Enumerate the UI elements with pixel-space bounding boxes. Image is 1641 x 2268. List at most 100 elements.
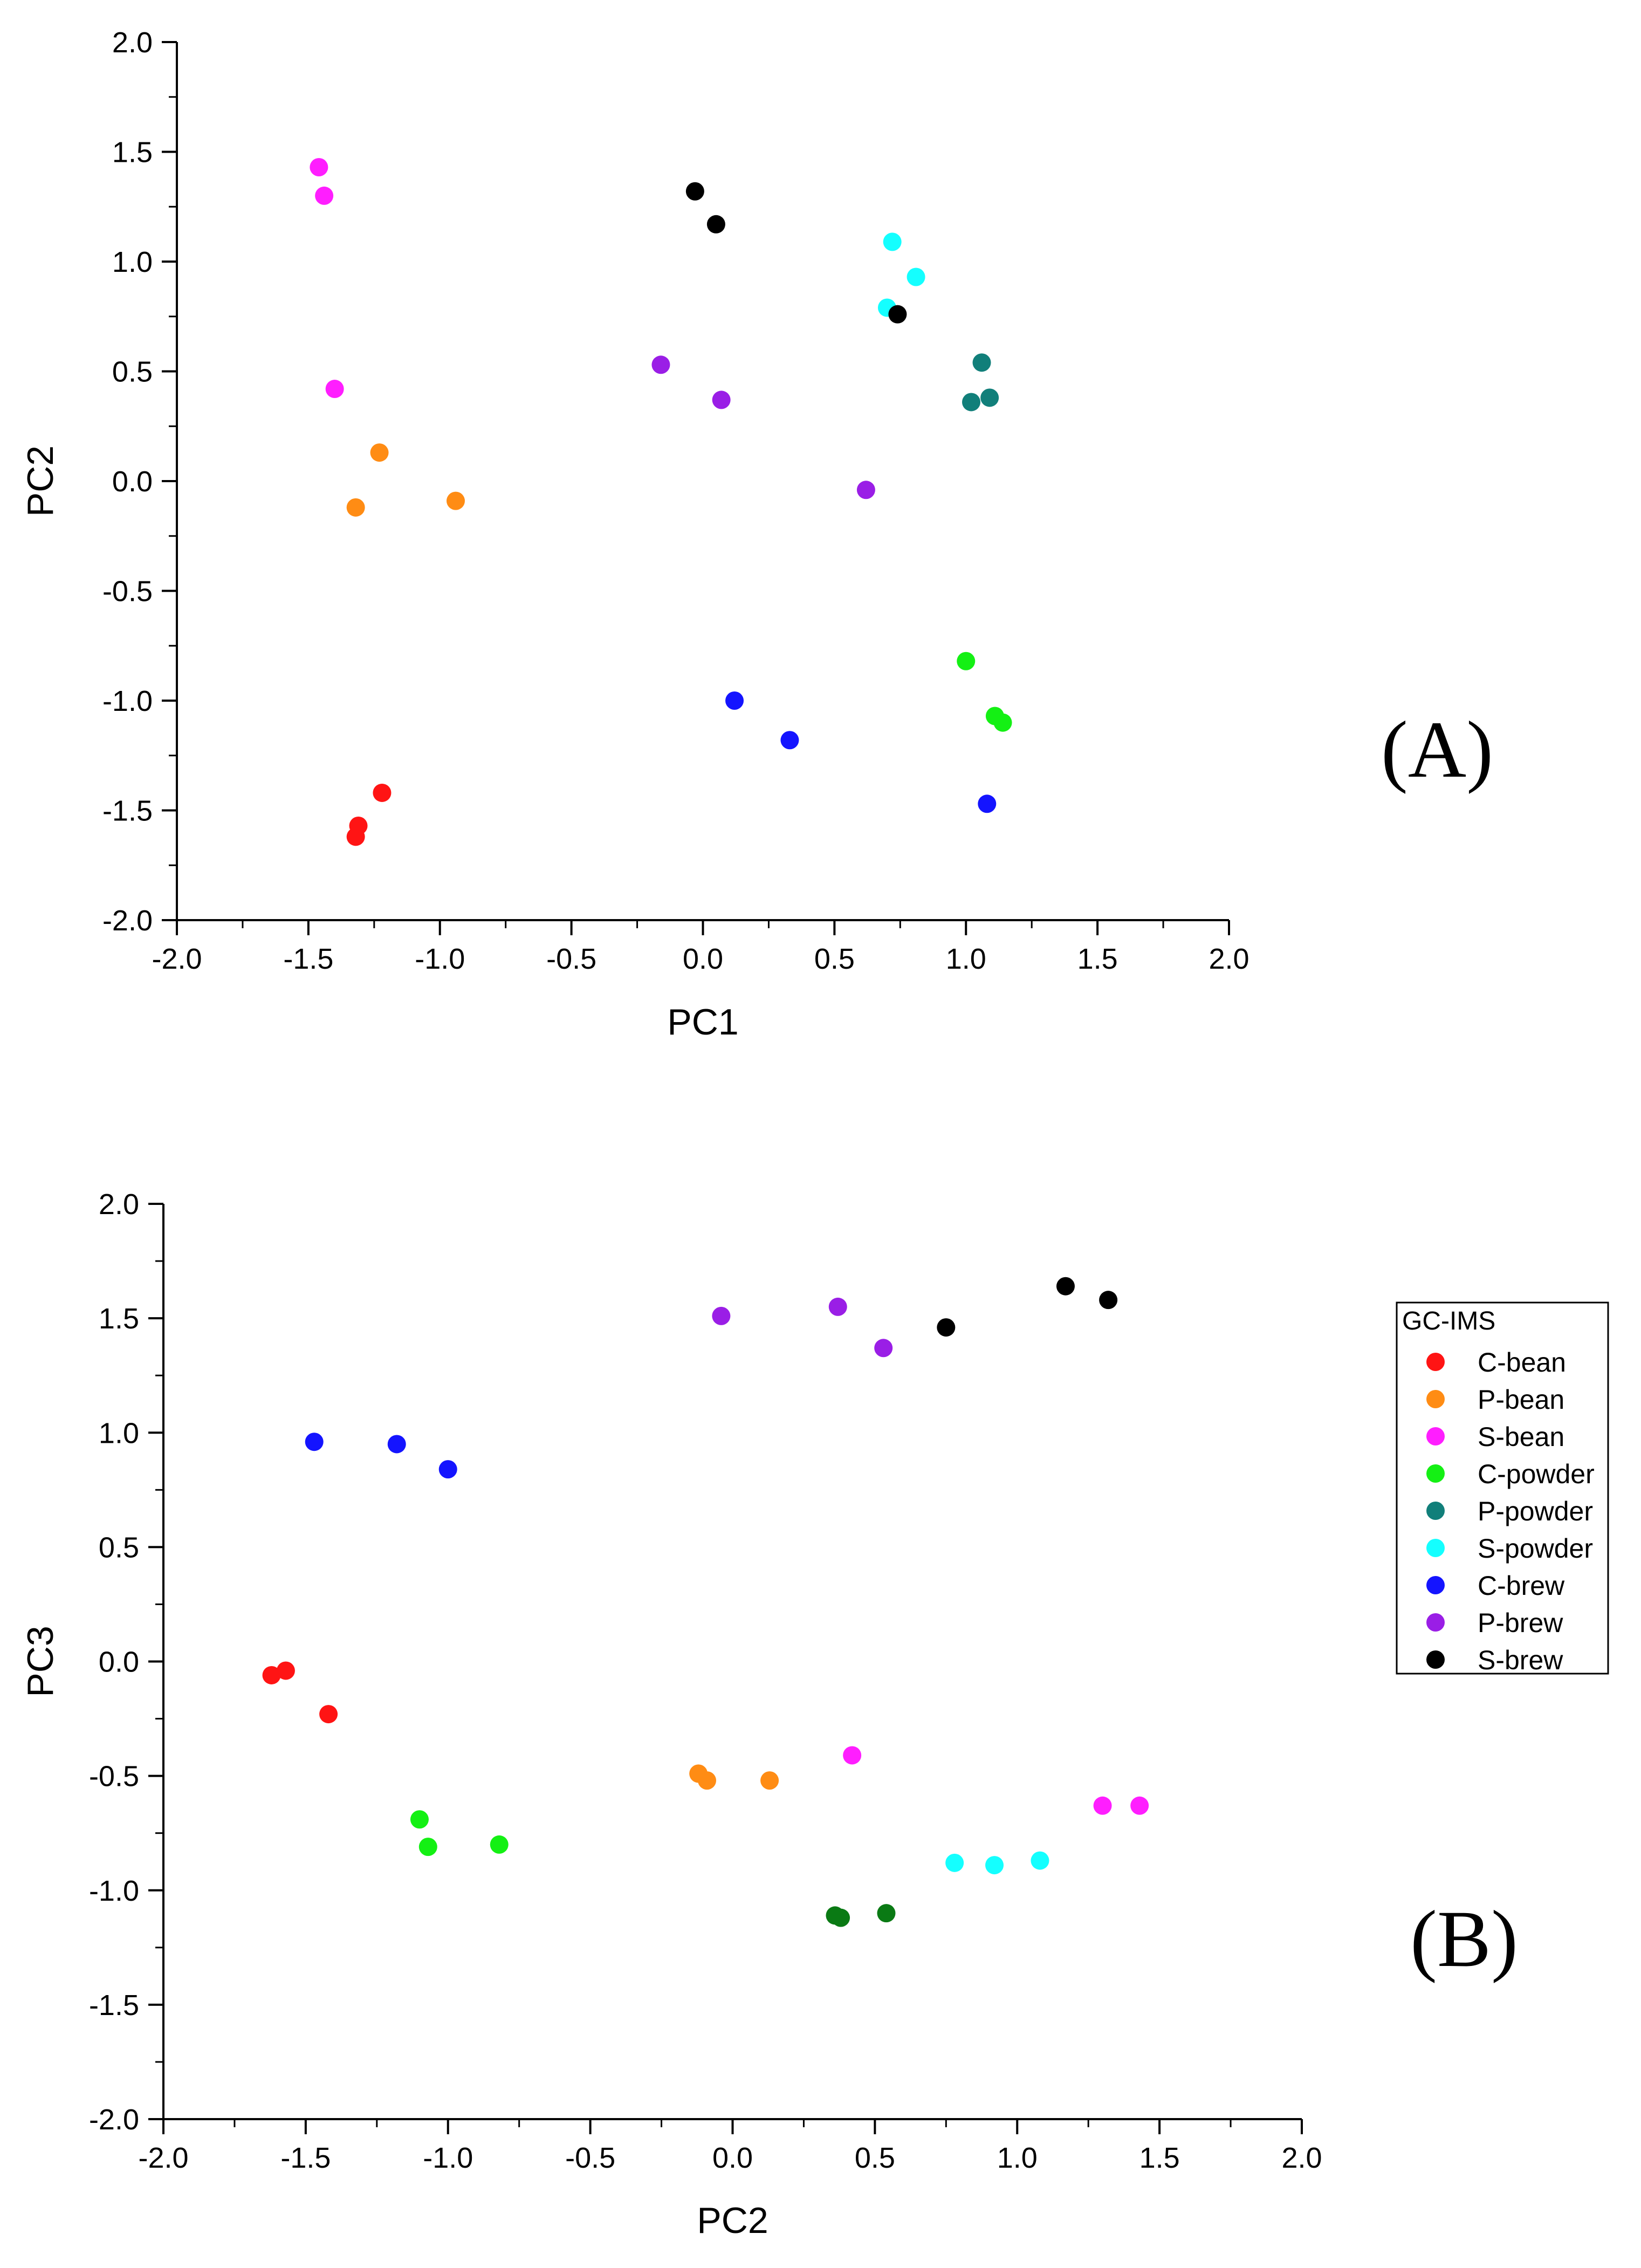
legend-marker-s-bean (1426, 1427, 1445, 1445)
panel-b-point-c-brew (438, 1460, 457, 1479)
panel-a-point-s-powder (883, 232, 902, 251)
legend-item-p-bean: P-bean (1426, 1385, 1564, 1415)
legend-marker-p-brew (1426, 1613, 1445, 1632)
panel-b-point-c-bean (262, 1666, 281, 1684)
panel-a-x-axis-title: PC1 (667, 1002, 738, 1043)
panel-b-pca-pc2-pc3: -2.0 -1.5 -1.0 -0.5 0.0 0.5 1.0 1.5 2.0 2.0 1.5 1.0… (20, 1188, 1518, 2241)
legend-item-s-powder: S-powder (1426, 1533, 1593, 1564)
panel-b-point-p-brew (712, 1306, 731, 1325)
panel-b-point-s-brew (1099, 1291, 1118, 1310)
panel-a-x-tick-label: 0.5 (814, 943, 855, 975)
panel-a-point-s-powder (907, 268, 925, 286)
panel-a-point-p-powder (962, 393, 981, 412)
panel-b-point-c-powder (410, 1810, 429, 1829)
panel-b-point-p-powder (832, 1908, 850, 1927)
panel-a-point-c-powder (957, 652, 976, 670)
panel-b-y-tick-label: 0.5 (99, 1531, 139, 1564)
panel-b-x-tick-label: 1.0 (997, 2142, 1038, 2174)
panel-b-point-p-brew (874, 1339, 893, 1358)
legend-item-c-bean: C-bean (1426, 1347, 1566, 1378)
panel-b-point-c-bean (276, 1661, 295, 1680)
panel-a-x-tick-label: 1.5 (1077, 943, 1118, 975)
panel-a-pca-pc1-pc2: -2.0 -1.5 -1.0 -0.5 0.0 0.5 1.0 1.5 2.0 2.0 1.5 1.0… (20, 26, 1493, 1043)
legend-label: S-brew (1478, 1645, 1563, 1675)
panel-a-point-c-brew (725, 691, 744, 710)
panel-b-x-axis-title: PC2 (697, 2200, 768, 2241)
panel-b-x-tick-label: -1.0 (423, 2142, 473, 2174)
panel-a-point-s-bean (315, 186, 334, 205)
legend-marker-c-brew (1426, 1576, 1445, 1594)
legend-label: S-bean (1478, 1422, 1564, 1452)
panel-a-y-tick-label: 1.5 (112, 136, 153, 169)
panel-a-point-p-powder (972, 353, 991, 372)
panel-a-x-tick-label: 1.0 (946, 943, 986, 975)
panel-b-x-tick-label: 2.0 (1281, 2142, 1322, 2174)
panel-b-point-s-powder (985, 1856, 1004, 1875)
panel-b-y-tick-label: 1.0 (99, 1417, 139, 1449)
panel-a-x-tick-label: -2.0 (152, 943, 202, 975)
legend-item-p-powder: P-powder (1426, 1496, 1593, 1526)
panel-a-y-tick-label: -2.0 (102, 905, 153, 937)
panel-a-axes (162, 41, 1230, 935)
panel-a-y-tick-label: 0.5 (112, 356, 153, 388)
panel-b-point-s-brew (1056, 1277, 1075, 1296)
legend-marker-p-powder (1426, 1502, 1445, 1520)
panel-a-point-p-bean (370, 443, 389, 462)
legend: GC-IMS C-bean P-bean S-bean C-powder P-powde… (1396, 1301, 1609, 1675)
panel-b-point-s-brew (937, 1318, 956, 1337)
panel-b-x-tick-label: 0.0 (712, 2142, 753, 2174)
panel-b-points (262, 1277, 1149, 1927)
panel-a-y-axis-title: PC2 (20, 446, 61, 517)
legend-label: C-bean (1478, 1347, 1566, 1378)
panel-a-x-tick-label: -1.5 (283, 943, 333, 975)
panel-b-y-tick-label: -1.0 (89, 1875, 139, 1907)
panel-a-y-tick-label: 0.0 (112, 465, 153, 498)
panel-b-y-tick-label: -2.0 (89, 2103, 139, 2136)
legend-entries: C-bean P-bean S-bean C-powder P-powder S-powd… (1426, 1347, 1595, 1675)
panel-a-x-tick-label: -1.0 (415, 943, 465, 975)
panel-b-point-s-bean (843, 1746, 862, 1765)
panel-b-point-s-bean (1130, 1796, 1149, 1815)
panel-a-point-p-powder (980, 388, 999, 407)
panel-b-y-tick-label: -0.5 (89, 1760, 139, 1793)
panel-b-y-axis-title: PC3 (20, 1626, 61, 1697)
legend-item-c-powder: C-powder (1426, 1459, 1595, 1489)
panel-a-y-tick-label: -1.5 (102, 795, 153, 827)
panel-b-point-c-bean (319, 1705, 338, 1724)
panel-b-point-p-brew (828, 1297, 847, 1316)
panel-a-point-p-brew (712, 390, 731, 409)
panel-b-point-c-powder (490, 1835, 509, 1854)
panel-b-x-tick-label: 0.5 (855, 2142, 895, 2174)
panel-b-point-s-bean (1093, 1796, 1112, 1815)
panel-b-point-c-powder (418, 1838, 437, 1856)
legend-marker-s-brew (1426, 1650, 1445, 1669)
panel-a-label: (A) (1381, 705, 1493, 794)
legend-marker-s-powder (1426, 1539, 1445, 1557)
panel-a-x-tick-label: 0.0 (683, 943, 723, 975)
panel-b-x-tick-label: -0.5 (565, 2142, 615, 2174)
panel-a-point-c-brew (978, 794, 997, 813)
legend-item-p-brew: P-brew (1426, 1608, 1563, 1638)
panel-b-tick-labels: -2.0 -1.5 -1.0 -0.5 0.0 0.5 1.0 1.5 2.0 2.0 1.5 1.0… (89, 1188, 1322, 2174)
panel-a-point-p-brew (856, 481, 875, 499)
legend-label: P-powder (1478, 1496, 1593, 1526)
panel-b-y-tick-label: 0.0 (99, 1646, 139, 1678)
panel-b-x-tick-label: -1.5 (280, 2142, 331, 2174)
panel-b-y-tick-label: -1.5 (89, 1989, 139, 2022)
panel-a-point-c-powder (993, 713, 1012, 732)
legend-label: C-powder (1478, 1459, 1595, 1489)
panel-a-x-tick-label: 2.0 (1209, 943, 1249, 975)
panel-a-points (310, 157, 1012, 846)
legend-label: P-brew (1478, 1608, 1563, 1638)
panel-b-x-tick-label: 1.5 (1139, 2142, 1180, 2174)
panel-b-y-tick-label: 2.0 (99, 1188, 139, 1221)
legend-marker-c-powder (1426, 1464, 1445, 1483)
panel-a-y-tick-label: -1.0 (102, 685, 153, 717)
panel-b-point-p-bean (698, 1771, 717, 1790)
panel-b-x-tick-label: -2.0 (138, 2142, 188, 2174)
legend-marker-c-bean (1426, 1353, 1445, 1371)
panel-b-point-p-bean (760, 1771, 779, 1790)
panel-a-point-c-bean (346, 827, 365, 846)
